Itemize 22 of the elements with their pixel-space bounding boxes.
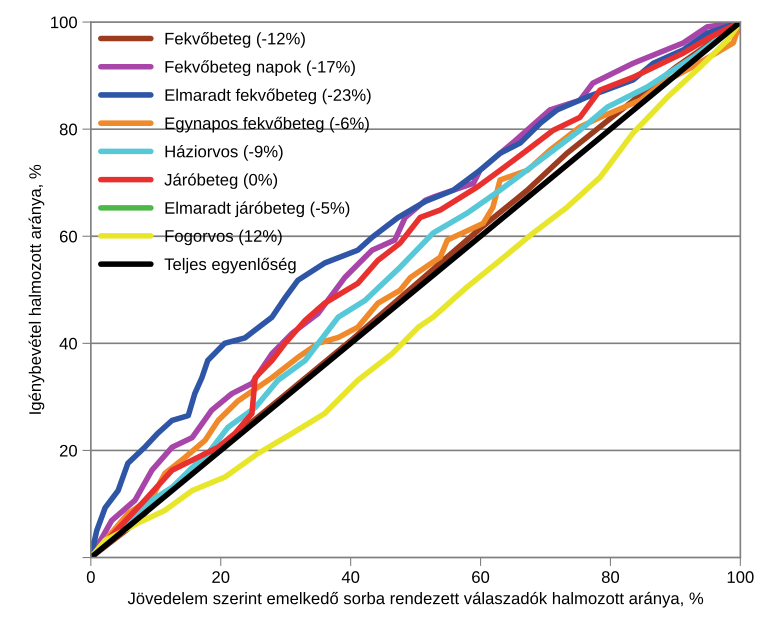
legend-label: Elmaradt járóbeteg (-5%) bbox=[166, 201, 350, 218]
x-tick-label: 80 bbox=[602, 571, 620, 583]
legend-label: Elmaradt fekvőbeteg (-23%) bbox=[166, 88, 371, 104]
y-axis-title: Igénybevétel halmozott aránya, % bbox=[28, 164, 44, 414]
y-tick-label: 60 bbox=[60, 230, 77, 242]
legend-label: Teljes egyenlőség bbox=[164, 258, 296, 274]
legend-label: Járóbeteg (0%) bbox=[164, 173, 278, 189]
y-tick-label: 20 bbox=[60, 444, 77, 457]
legend-label: Egynapos fekvőbeteg (-6%) bbox=[166, 116, 369, 132]
y-tick-label: 40 bbox=[59, 338, 77, 350]
x-axis-title: Jövedelem szerint emelkedő sorba rendezett válaszadók halmozott aránya, % bbox=[128, 592, 704, 608]
y-tick-label: 100 bbox=[51, 16, 77, 28]
legend-label: Fekvőbeteg napok (-17%) bbox=[166, 60, 355, 76]
x-tick-label: 100 bbox=[728, 571, 754, 583]
x-tick-label: 0 bbox=[86, 571, 95, 583]
legend-label: Fogorvos (12%) bbox=[166, 230, 282, 246]
y-tick-label: 80 bbox=[60, 124, 77, 136]
x-tick-label: 20 bbox=[212, 571, 230, 583]
legend-label: Fekvőbeteg (-12%) bbox=[166, 32, 305, 48]
legend-label: Háziorvos (-9%) bbox=[166, 144, 283, 161]
x-tick-label: 60 bbox=[472, 571, 490, 583]
x-tick-label: 40 bbox=[342, 571, 360, 583]
